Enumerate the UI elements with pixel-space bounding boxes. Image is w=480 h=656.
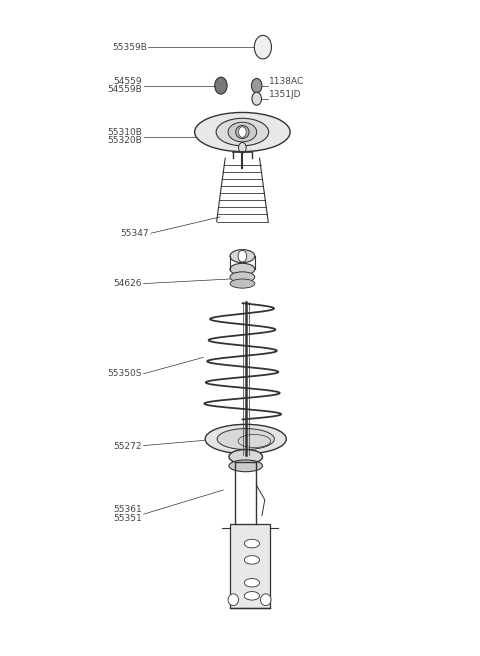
- Ellipse shape: [230, 279, 255, 288]
- Ellipse shape: [244, 579, 260, 587]
- Ellipse shape: [230, 250, 255, 262]
- Ellipse shape: [244, 556, 260, 564]
- Ellipse shape: [205, 424, 286, 454]
- Text: 1351JD: 1351JD: [269, 90, 301, 98]
- Text: 55320B: 55320B: [108, 136, 142, 145]
- Ellipse shape: [236, 125, 249, 138]
- Ellipse shape: [229, 449, 263, 464]
- FancyBboxPatch shape: [229, 524, 270, 607]
- Ellipse shape: [195, 112, 290, 152]
- Circle shape: [239, 142, 246, 153]
- Circle shape: [254, 35, 272, 59]
- Text: 54559B: 54559B: [108, 85, 142, 94]
- Text: 1138AC: 1138AC: [269, 77, 304, 85]
- Ellipse shape: [230, 272, 255, 282]
- Text: 55351: 55351: [113, 514, 142, 523]
- Text: 54559: 54559: [114, 77, 142, 85]
- Circle shape: [252, 92, 262, 105]
- Ellipse shape: [228, 122, 257, 142]
- Text: 55310B: 55310B: [108, 127, 142, 136]
- Ellipse shape: [230, 263, 255, 275]
- Text: 55347: 55347: [120, 229, 149, 237]
- Text: 55359B: 55359B: [112, 43, 147, 52]
- Circle shape: [239, 127, 246, 137]
- Text: 55350S: 55350S: [108, 369, 142, 379]
- Ellipse shape: [244, 539, 260, 548]
- Ellipse shape: [217, 428, 275, 449]
- Circle shape: [215, 77, 227, 94]
- Text: 55272: 55272: [114, 442, 142, 451]
- Ellipse shape: [261, 594, 271, 605]
- Circle shape: [252, 79, 262, 93]
- Ellipse shape: [228, 594, 239, 605]
- Circle shape: [238, 251, 247, 262]
- Ellipse shape: [244, 592, 260, 600]
- Ellipse shape: [216, 118, 269, 146]
- Text: 54626: 54626: [114, 279, 142, 288]
- Ellipse shape: [229, 460, 263, 472]
- Text: 55361: 55361: [113, 505, 142, 514]
